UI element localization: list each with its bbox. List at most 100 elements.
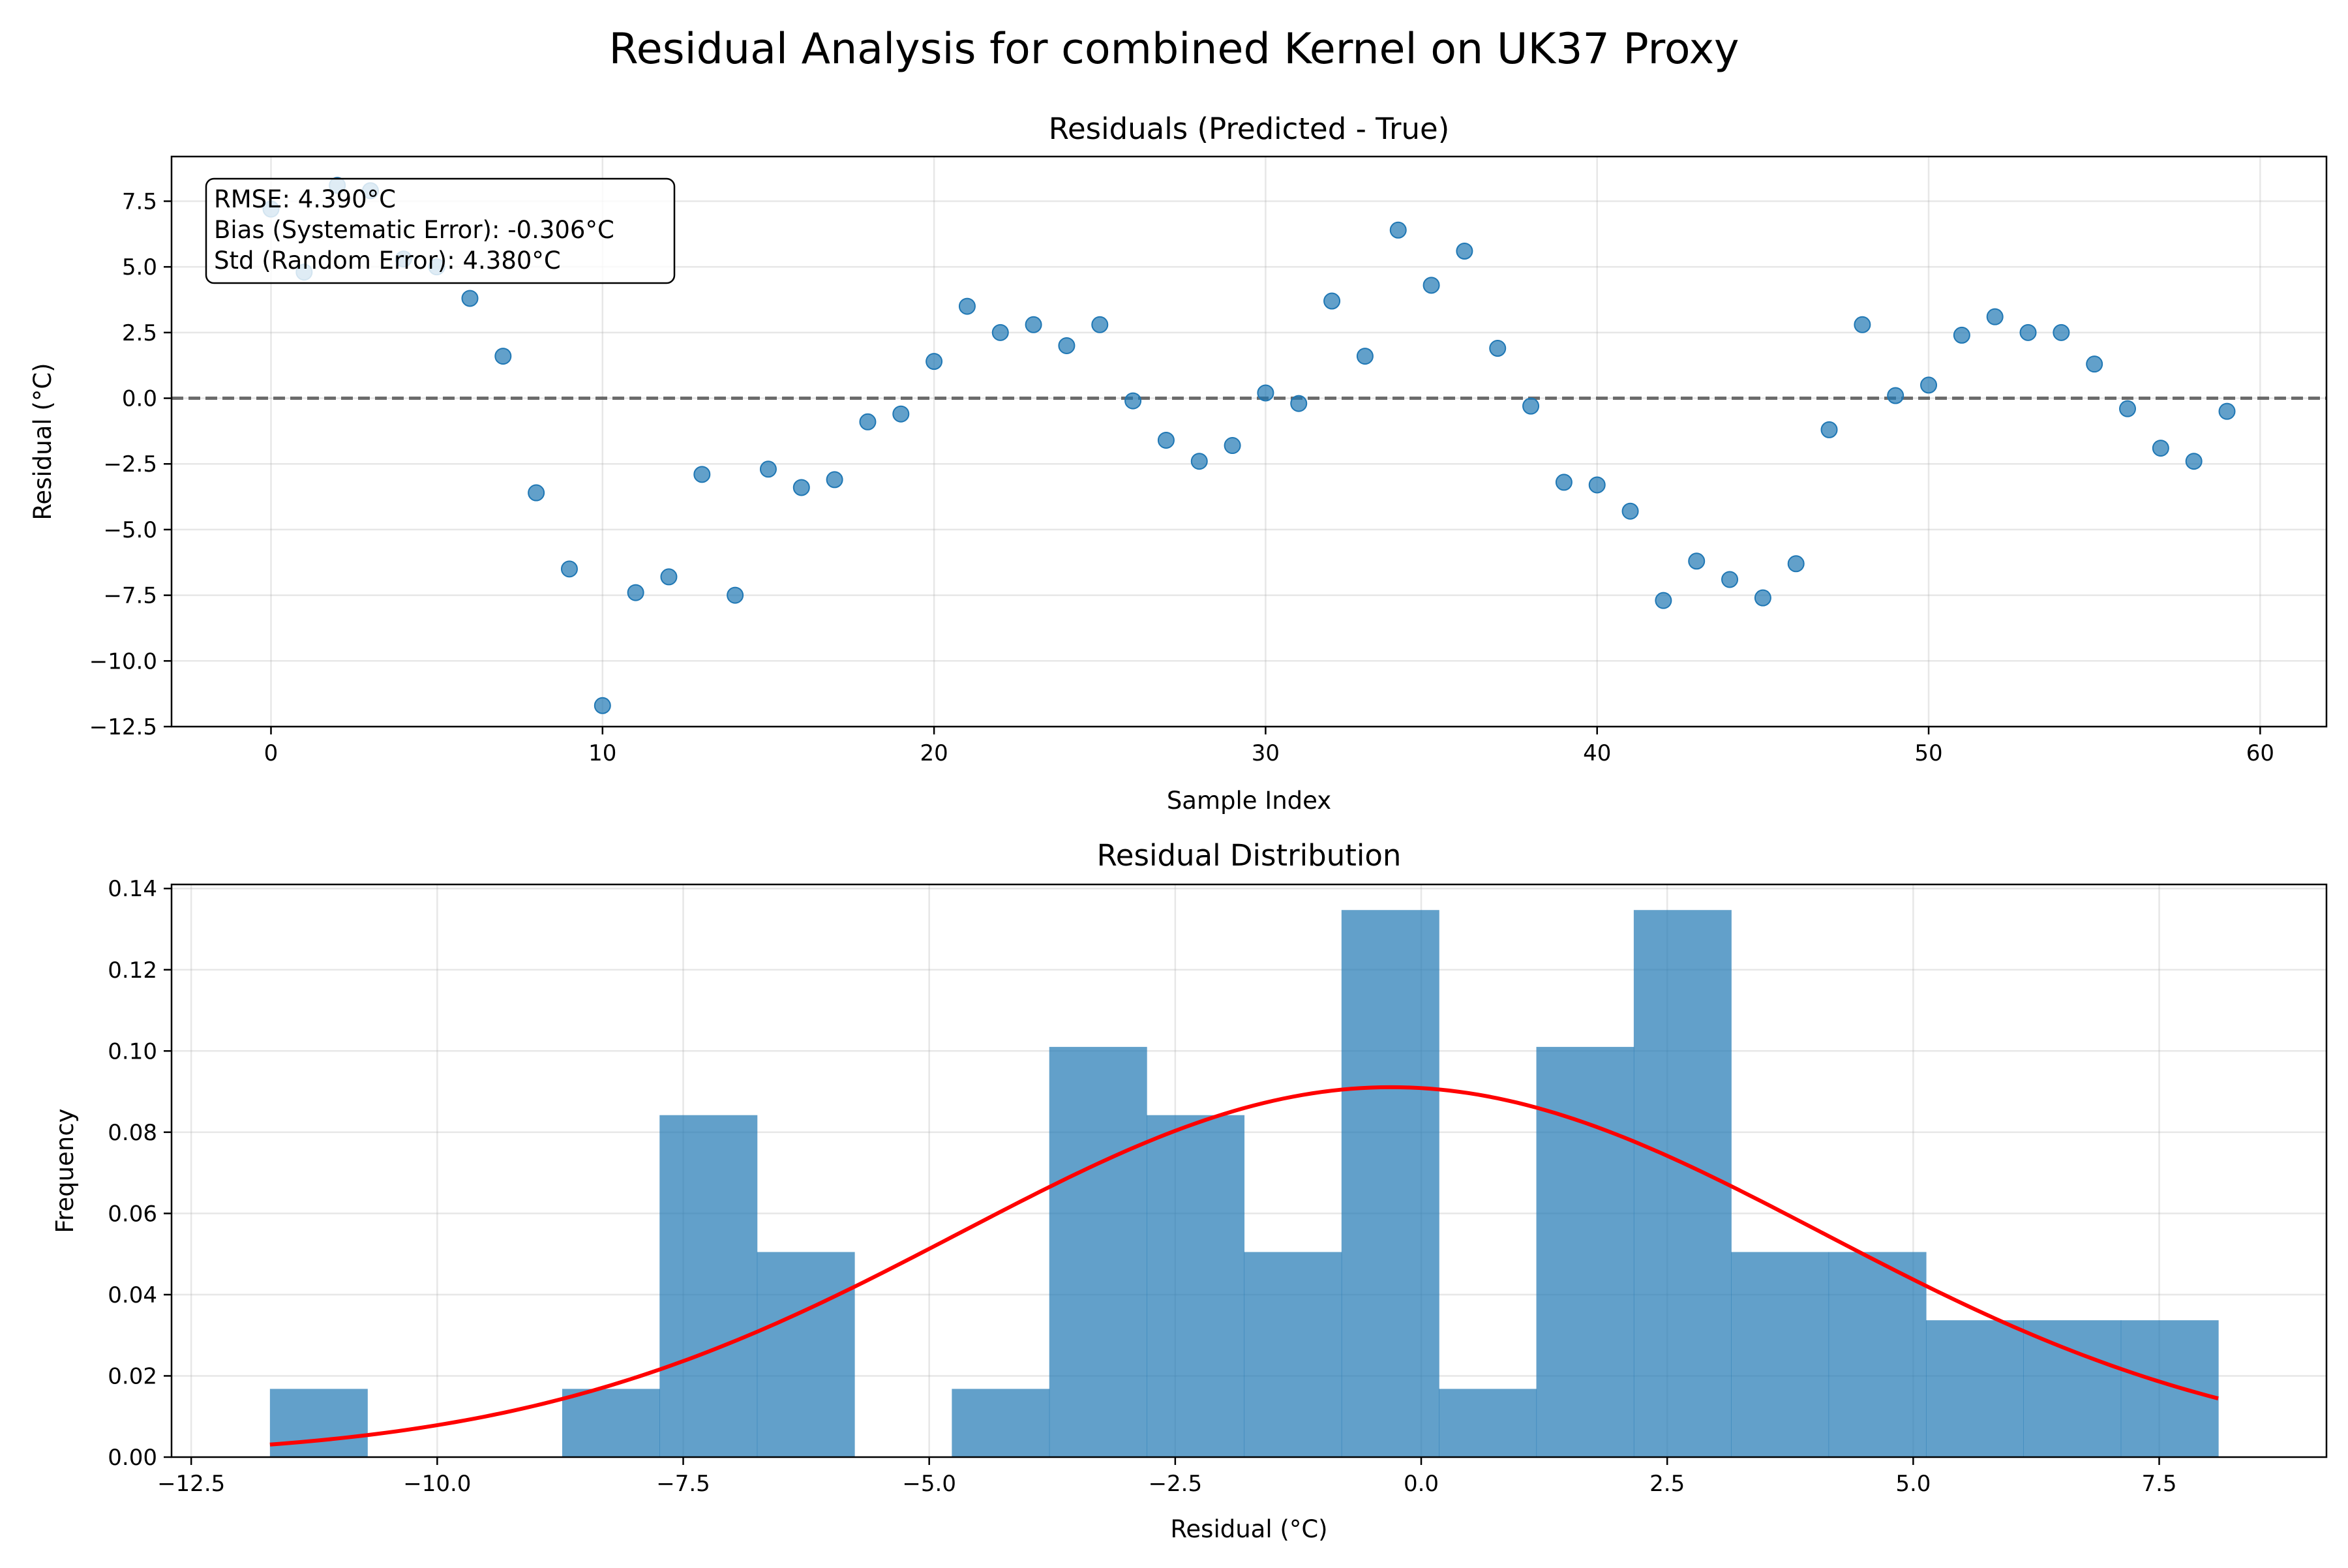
histogram-x-tick-label: 0.0 [1404, 1471, 1439, 1497]
histogram-x-tick-label: 5.0 [1895, 1471, 1931, 1497]
scatter-y-tick-label: −2.5 [103, 451, 157, 477]
histogram-x-tick-label: −2.5 [1149, 1471, 1203, 1497]
scatter-point [494, 348, 512, 365]
scatter-point [1920, 376, 1938, 394]
histogram-bar [1244, 1252, 1342, 1457]
histogram-bar [1633, 910, 1732, 1457]
histogram-y-tick-label: 0.14 [108, 876, 157, 902]
scatter-point [1555, 474, 1573, 491]
histogram-title: Residual Distribution [1097, 838, 1402, 873]
histogram-x-tick-label: −5.0 [902, 1471, 956, 1497]
histogram-y-tick-label: 0.00 [108, 1445, 157, 1471]
scatter-point [759, 460, 777, 478]
histogram-bar [1828, 1252, 1927, 1457]
histogram-bar [269, 1389, 368, 1457]
scatter-point [594, 697, 611, 714]
scatter-point [660, 568, 678, 586]
histogram-y-tick-label: 0.10 [108, 1038, 157, 1064]
histogram-y-tick-label: 0.02 [108, 1363, 157, 1389]
scatter-point [1257, 384, 1274, 402]
scatter-x-ticks: 0 10 20 30 40 50 60 [264, 727, 2274, 766]
histogram-x-tick-label: 7.5 [2141, 1471, 2176, 1497]
histogram-x-tick-label: −10.0 [403, 1471, 471, 1497]
histogram-x-tick-label: −12.5 [157, 1471, 225, 1497]
histogram-bar [1147, 1115, 1245, 1457]
scatter-point [1953, 326, 1970, 344]
normal-fit-curve [269, 1085, 2219, 1447]
scatter-point [1190, 453, 1208, 470]
scatter-point [1621, 502, 1639, 520]
scatter-point [2053, 324, 2070, 341]
scatter-point [1986, 308, 2004, 325]
scatter-point [1456, 242, 1473, 260]
stats-box-background [205, 177, 676, 284]
scatter-point [461, 290, 479, 307]
residual-distribution-panel: Residual Distribution −12.5 −10.0 −7.5 −5.0… [51, 838, 2328, 1543]
scatter-point [792, 479, 810, 496]
scatter-axes-frame [170, 155, 2328, 728]
figure-suptitle: Residual Analysis for combined Kernel on… [609, 25, 1739, 74]
scatter-point [1887, 387, 1904, 404]
scatter-x-tick-label: 0 [264, 740, 278, 766]
histogram-bar [1731, 1252, 1829, 1457]
scatter-point [892, 405, 910, 423]
scatter-point [958, 297, 976, 315]
scatter-point [1389, 221, 1407, 239]
scatter-point [1224, 437, 1241, 455]
scatter-point [693, 466, 711, 483]
scatter-point [2218, 402, 2236, 420]
scatter-point [991, 324, 1009, 341]
histogram-bar [659, 1115, 758, 1457]
scatter-point [560, 560, 578, 578]
scatter-x-axis-label: Sample Index [1167, 787, 1331, 815]
histogram-y-tick-label: 0.08 [108, 1120, 157, 1146]
scatter-point [627, 584, 644, 601]
residuals-scatter-panel: Residuals (Predicted - True) 0 10 20 30 40 50… [29, 112, 2328, 815]
histogram-bar [2023, 1320, 2122, 1457]
scatter-point [1025, 316, 1042, 333]
scatter-y-tick-label: −10.0 [89, 648, 157, 674]
scatter-point [1522, 397, 1540, 415]
histogram-bar [952, 1389, 1050, 1457]
scatter-point [1688, 552, 1706, 570]
scatter-point [1091, 316, 1109, 333]
histogram-bar [1536, 1047, 1634, 1457]
scatter-y-tick-label: 5.0 [122, 254, 157, 280]
histogram-bars [269, 910, 2219, 1457]
scatter-y-tick-label: 7.5 [122, 188, 157, 215]
histogram-x-axis-label: Residual (°C) [1170, 1515, 1327, 1543]
histogram-x-tick-label: 2.5 [1649, 1471, 1685, 1497]
scatter-point [826, 471, 843, 489]
scatter-y-tick-label: −7.5 [103, 583, 157, 609]
stats-std: Std (Random Error): 4.380°C [214, 247, 561, 275]
scatter-y-tick-label: −5.0 [103, 517, 157, 543]
scatter-title: Residuals (Predicted - True) [1049, 112, 1450, 146]
scatter-point [1058, 337, 1076, 354]
histogram-bar [2120, 1320, 2219, 1457]
scatter-point [1356, 348, 1374, 365]
scatter-point [1721, 571, 1739, 588]
scatter-y-tick-label: 2.5 [122, 320, 157, 346]
scatter-point [2086, 355, 2103, 373]
scatter-x-tick-label: 40 [1583, 740, 1611, 766]
histogram-bar [1439, 1389, 1537, 1457]
histogram-axes-frame [170, 883, 2328, 1458]
stats-bias: Bias (Systematic Error): -0.306°C [214, 216, 614, 244]
histogram-y-ticks: 0.00 0.02 0.04 0.06 0.08 0.10 0.12 0.14 [108, 876, 172, 1471]
scatter-point [2019, 324, 2037, 341]
stats-rmse: RMSE: 4.390°C [214, 185, 396, 213]
scatter-point [528, 484, 545, 502]
histogram-bar [757, 1252, 855, 1457]
histogram-bar [1049, 1047, 1147, 1457]
scatter-x-tick-label: 30 [1252, 740, 1280, 766]
histogram-y-tick-label: 0.06 [108, 1201, 157, 1227]
scatter-point [1754, 589, 1771, 607]
scatter-y-ticks: 7.5 5.0 2.5 0.0 −2.5 −5.0 −7.5 −10.0 −12.5 [89, 188, 172, 740]
scatter-point [1157, 431, 1175, 449]
histogram-bar [1341, 910, 1439, 1457]
stats-annotation-box: RMSE: 4.390°C Bias (Systematic Error): -… [205, 177, 676, 284]
scatter-point [1290, 395, 1308, 412]
scatter-point [1323, 292, 1341, 310]
